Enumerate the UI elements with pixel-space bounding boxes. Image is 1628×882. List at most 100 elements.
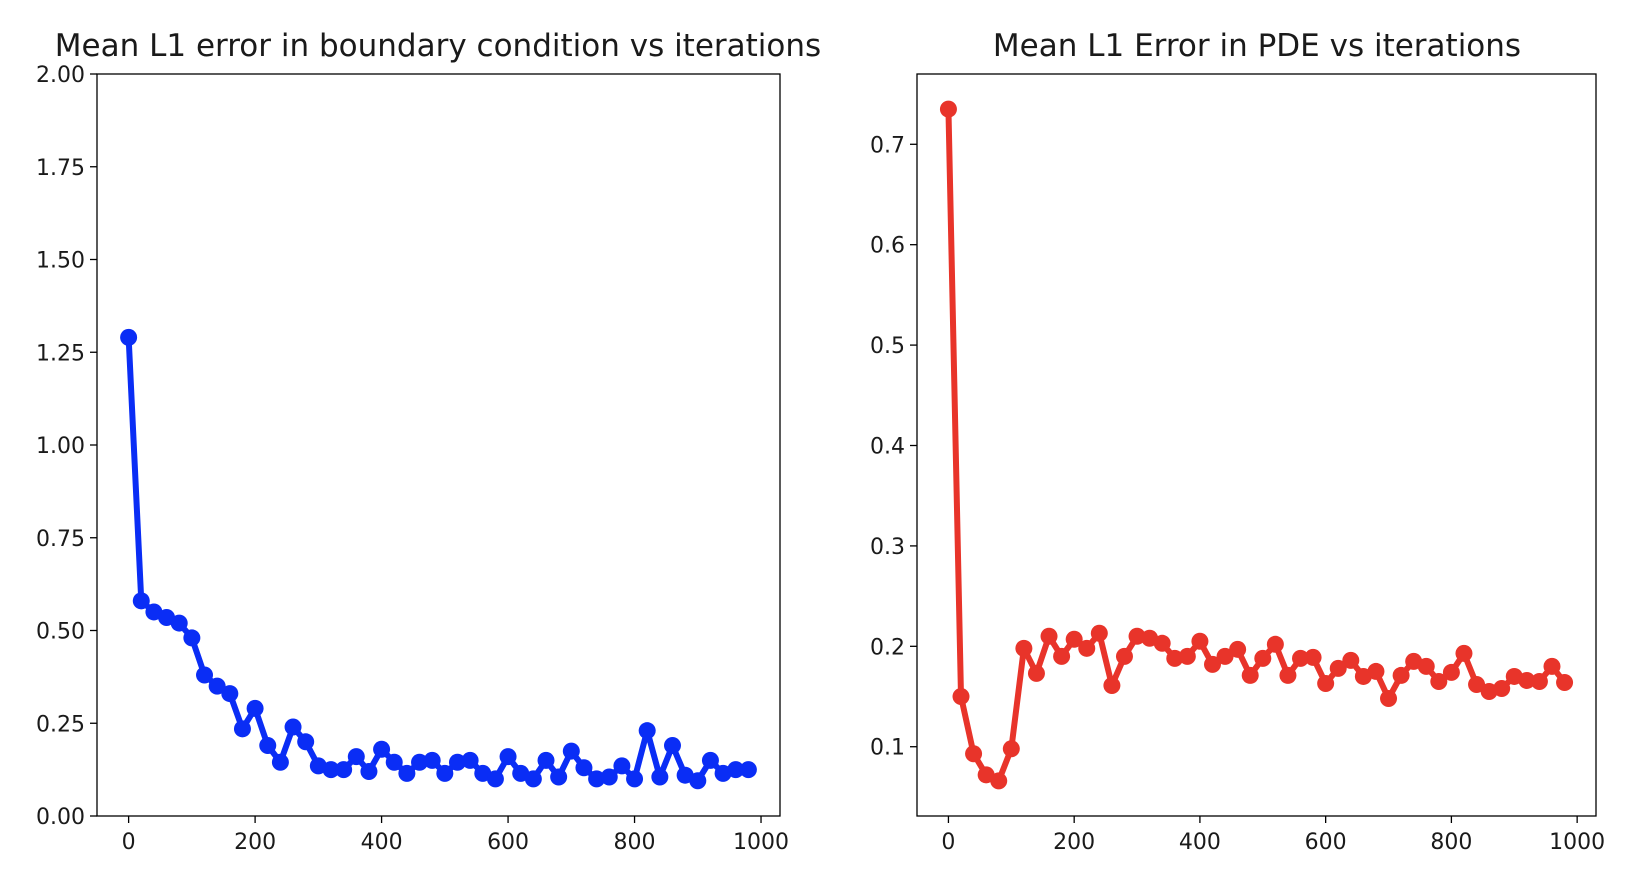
- data-point: [297, 733, 315, 751]
- data-point: [939, 100, 957, 118]
- data-point: [1417, 657, 1435, 675]
- data-point: [423, 751, 441, 769]
- y-tick-label: 0.2: [870, 635, 905, 660]
- x-tick-label: 600: [487, 830, 529, 855]
- data-point: [512, 764, 530, 782]
- data-point: [461, 751, 479, 769]
- data-point: [436, 764, 454, 782]
- x-tick-label: 1000: [733, 830, 789, 855]
- data-point: [562, 742, 580, 760]
- axes-frame: [96, 73, 781, 817]
- data-point: [575, 759, 593, 777]
- data-point: [398, 764, 416, 782]
- data-point: [1543, 657, 1561, 675]
- data-point: [1216, 647, 1234, 665]
- data-point: [663, 737, 681, 755]
- data-point: [1115, 647, 1133, 665]
- y-tick-label: 2.00: [36, 63, 85, 88]
- data-point: [1530, 672, 1548, 690]
- data-point: [448, 753, 466, 771]
- data-point: [1455, 644, 1473, 662]
- chart-boundary-error: Mean L1 error in boundary condition vs i…: [36, 28, 821, 855]
- data-point: [221, 685, 239, 703]
- data-point: [1090, 624, 1108, 642]
- data-point: [183, 629, 201, 647]
- data-point: [588, 770, 606, 788]
- x-tick-label: 600: [1305, 830, 1347, 855]
- x-tick-label: 200: [234, 830, 276, 855]
- data-point: [600, 768, 618, 786]
- data-point: [1103, 676, 1121, 694]
- y-tick-label: 0.00: [36, 805, 85, 830]
- data-point: [1380, 690, 1398, 708]
- data-point: [158, 609, 176, 627]
- plot-area: [939, 100, 1574, 790]
- y-tick-label: 0.25: [36, 712, 85, 737]
- x-tick-label: 200: [1053, 830, 1095, 855]
- data-point: [499, 748, 517, 766]
- data-point: [638, 722, 656, 740]
- data-point: [727, 761, 745, 779]
- data-point: [537, 751, 555, 769]
- data-point: [990, 772, 1008, 790]
- data-point: [196, 666, 214, 684]
- y-tick-label: 0.3: [870, 535, 905, 560]
- x-tick-label: 800: [1430, 830, 1472, 855]
- data-point: [550, 768, 568, 786]
- data-point: [360, 762, 378, 780]
- data-point: [1367, 662, 1385, 680]
- y-tick-label: 0.6: [870, 234, 905, 259]
- data-point: [373, 740, 391, 758]
- data-point: [1329, 659, 1347, 677]
- data-point: [626, 770, 644, 788]
- data-point: [1292, 649, 1310, 667]
- data-point: [1304, 648, 1322, 666]
- data-point: [1203, 655, 1221, 673]
- data-point: [1442, 663, 1460, 681]
- chart-title: Mean L1 Error in PDE vs iterations: [993, 28, 1521, 64]
- data-point: [1166, 649, 1184, 667]
- data-point: [385, 753, 403, 771]
- data-point: [1254, 649, 1272, 667]
- y-tick-label: 1.50: [36, 249, 85, 274]
- data-point: [524, 770, 542, 788]
- x-tick-label: 0: [122, 830, 136, 855]
- data-point: [1065, 630, 1083, 648]
- data-point: [952, 688, 970, 706]
- data-point: [132, 592, 150, 610]
- x-tick-label: 800: [614, 830, 656, 855]
- data-point: [1229, 640, 1247, 658]
- x-tick-label: 1000: [1549, 830, 1605, 855]
- data-point: [676, 766, 694, 784]
- data-point: [486, 770, 504, 788]
- data-point: [1430, 672, 1448, 690]
- y-tick-label: 1.00: [36, 434, 85, 459]
- y-tick-label: 1.25: [36, 341, 85, 366]
- data-point: [701, 751, 719, 769]
- series-line: [125, 334, 752, 784]
- x-tick-label: 0: [941, 830, 955, 855]
- data-point: [335, 761, 353, 779]
- axis-ticks: 0 200 400 600 800 1000 0.00 0.25 0.50 0.75 1.00 1.2…: [36, 63, 789, 855]
- data-point: [1556, 673, 1574, 691]
- data-point: [208, 677, 226, 695]
- y-tick-label: 0.1: [870, 736, 905, 761]
- data-point: [120, 328, 138, 346]
- data-point: [259, 737, 277, 755]
- data-point: [1279, 666, 1297, 684]
- data-point: [1317, 674, 1335, 692]
- chart-pde-error: Mean L1 Error in PDE vs iterations 0 200 4…: [870, 28, 1605, 855]
- data-point: [1191, 632, 1209, 650]
- data-point: [651, 768, 669, 786]
- data-point: [1241, 666, 1259, 684]
- data-point: [965, 745, 983, 763]
- data-point: [1468, 675, 1486, 693]
- data-point: [1178, 647, 1196, 665]
- data-point: [613, 757, 631, 775]
- y-tick-label: 0.75: [36, 527, 85, 552]
- data-point: [322, 761, 340, 779]
- data-point: [1015, 639, 1033, 657]
- data-point: [411, 753, 429, 771]
- data-point: [233, 720, 251, 738]
